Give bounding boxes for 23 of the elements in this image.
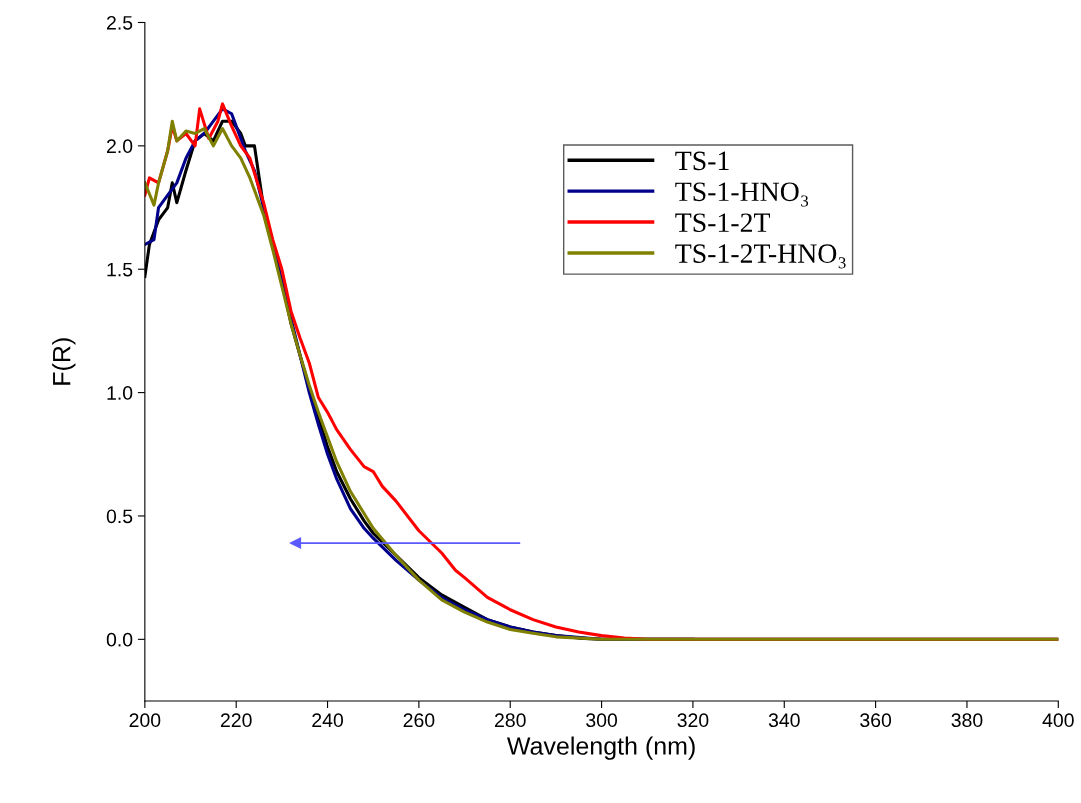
y-axis-title: F(R): [52, 338, 76, 385]
legend-label: TS-1-HNO₃: [675, 182, 809, 207]
legend-label: TS-1: [675, 151, 729, 171]
legend-label: TS-1-2T: [675, 213, 770, 233]
x-tick-label: 200: [129, 713, 161, 728]
x-tick-label: 340: [768, 713, 800, 728]
x-tick-label: 400: [1042, 713, 1074, 728]
y-tick-label: 0.5: [106, 509, 133, 524]
y-tick-label: 0.0: [106, 632, 133, 647]
x-tick-label: 360: [860, 713, 892, 728]
x-tick-label: 280: [494, 713, 526, 728]
x-tick-label: 260: [403, 713, 435, 728]
y-tick-label: 1.0: [107, 386, 133, 400]
x-tick-label: 220: [220, 713, 252, 728]
x-tick-label: 240: [312, 713, 344, 728]
x-axis-title: Wavelength (nm): [506, 736, 695, 760]
x-tick-label: 380: [951, 713, 983, 728]
y-tick-label: 1.5: [107, 262, 133, 277]
x-tick-label: 320: [677, 713, 709, 728]
y-tick-label: 2.5: [107, 15, 133, 30]
legend-label: TS-1-2T-HNO₃: [675, 244, 846, 269]
x-tick-label: 300: [586, 713, 618, 728]
y-tick-label: 2.0: [107, 139, 133, 154]
